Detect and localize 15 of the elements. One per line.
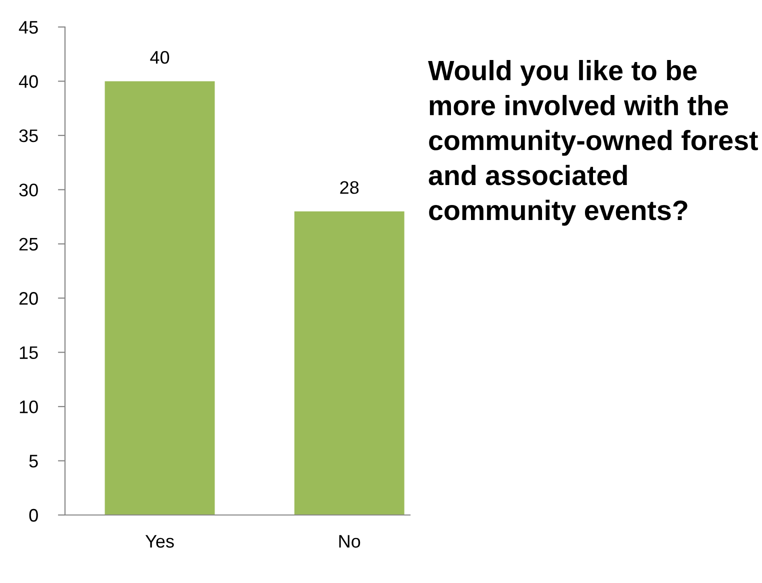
y-tick-label: 10 <box>20 400 38 414</box>
y-tick-label: 15 <box>20 346 38 360</box>
y-tick-label: 25 <box>19 238 38 251</box>
text: Would you like to be more involved with the community-owned forest and associated community events? <box>428 60 758 226</box>
x-tick-label: Yes <box>145 535 174 548</box>
y-tick-label: 20 <box>19 292 38 305</box>
data-label: 40 <box>150 50 170 64</box>
y-tick-label: 40 <box>18 75 38 88</box>
y-tick-label: 30 <box>19 184 38 196</box>
y-tick-label: 45 <box>18 21 38 34</box>
x-tick-label: No <box>339 535 360 548</box>
y-tick-label: 35 <box>19 129 38 142</box>
y-tick-label: 5 <box>29 454 38 468</box>
data-label: 28 <box>340 181 359 194</box>
y-tick-label: 0 <box>29 508 38 522</box>
